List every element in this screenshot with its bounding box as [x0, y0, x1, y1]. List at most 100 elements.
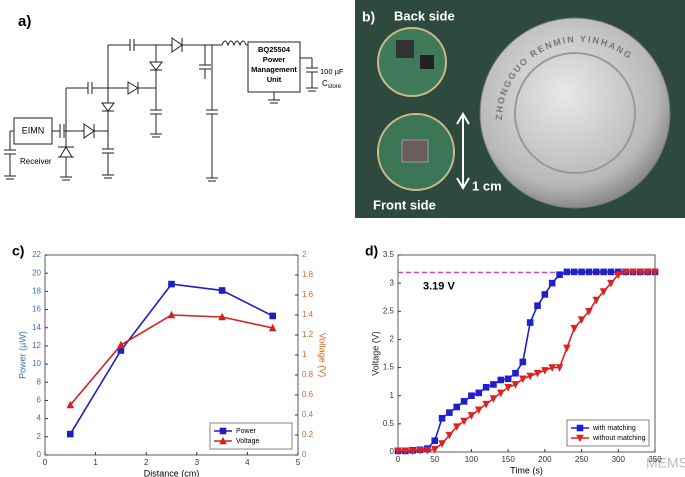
x-tick-label: 100 — [465, 455, 479, 464]
x-tick-label: 150 — [501, 455, 515, 464]
marker — [468, 392, 475, 400]
marker — [453, 403, 461, 411]
y2-tick-label: 2 — [302, 250, 307, 259]
marker — [482, 383, 490, 391]
x-tick-label: 3 — [195, 458, 200, 467]
y-tick-label: 2.5 — [383, 306, 395, 315]
marker — [219, 427, 227, 435]
marker — [408, 447, 417, 456]
marker — [576, 424, 584, 432]
y-axis-label: Power (µW) — [17, 331, 27, 379]
marker — [643, 268, 652, 277]
marker — [636, 268, 645, 277]
marker — [167, 310, 176, 319]
marker — [541, 367, 549, 375]
marker — [446, 409, 453, 416]
marker — [548, 364, 556, 372]
marker — [416, 447, 424, 455]
marker — [526, 372, 534, 381]
scale-label: 1 cm — [472, 178, 502, 193]
x-tick-label: 300 — [612, 455, 626, 464]
marker — [66, 400, 75, 409]
y-tick-label: 14 — [32, 323, 41, 332]
y-tick-label: 18 — [32, 286, 41, 295]
marker — [497, 376, 505, 384]
coin — [479, 17, 671, 209]
marker — [504, 383, 512, 392]
pmu-label: Unit — [267, 75, 282, 84]
marker — [489, 395, 498, 403]
y-tick-label: 1.5 — [383, 363, 395, 372]
marker — [512, 369, 519, 377]
marker — [519, 375, 527, 384]
marker — [600, 268, 607, 276]
marker — [218, 287, 226, 294]
x-tick-label: 2 — [144, 458, 149, 467]
marker — [607, 268, 615, 276]
y-tick-label: 3.5 — [383, 250, 395, 259]
marker — [576, 434, 584, 443]
legend-box — [566, 419, 650, 447]
marker — [394, 447, 402, 456]
receiver-symbol — [4, 130, 16, 180]
y-tick-label: 22 — [32, 250, 41, 259]
scale-arrow — [456, 112, 470, 190]
marker — [504, 375, 512, 383]
x-tick-label: 250 — [575, 455, 589, 464]
y2-tick-label: 1.8 — [302, 270, 314, 279]
chip — [396, 40, 414, 58]
front-label: Front side — [373, 197, 436, 212]
legend-box — [209, 422, 293, 450]
y-axis-label: Voltage (V) — [370, 331, 380, 376]
legend-label: Power — [236, 428, 257, 435]
marker — [497, 389, 505, 398]
marker — [585, 307, 593, 316]
y-tick-label: 10 — [32, 359, 41, 368]
marker — [117, 347, 125, 354]
marker — [534, 302, 541, 309]
marker — [592, 268, 600, 276]
y-tick-label: 2 — [390, 335, 395, 344]
marker — [556, 271, 563, 278]
marker — [629, 268, 637, 277]
marker — [268, 323, 277, 332]
x-tick-label: 5 — [296, 458, 301, 467]
marker — [511, 381, 520, 389]
back-label: Back side — [394, 8, 455, 23]
photo: ZHONGGUO RENMIN YINHANG b) Back side Fro… — [355, 0, 685, 218]
plot-area — [44, 254, 299, 456]
chip — [420, 55, 434, 69]
marker — [577, 316, 586, 325]
marker — [218, 312, 226, 321]
watermark: MEMS — [646, 455, 685, 471]
marker — [519, 358, 527, 366]
marker — [431, 437, 439, 445]
y-tick-label: 8 — [37, 377, 42, 386]
y2-tick-label: 1.6 — [302, 290, 314, 299]
marker — [168, 280, 175, 288]
chip — [401, 139, 429, 163]
board-back — [377, 27, 447, 97]
y-tick-label: 12 — [32, 341, 41, 350]
marker — [269, 312, 276, 320]
legend-label: without matching — [592, 435, 646, 442]
y-tick-label: 1 — [390, 391, 395, 400]
y-tick-label: 2 — [37, 432, 42, 441]
marker — [67, 430, 74, 438]
marker — [460, 398, 468, 405]
y2-tick-label: 0.6 — [302, 390, 314, 399]
marker — [563, 344, 571, 353]
marker — [555, 364, 564, 372]
y2-tick-label: 0.2 — [302, 430, 314, 439]
marker — [621, 268, 630, 277]
marker — [467, 412, 476, 420]
marker — [570, 268, 578, 276]
panel-label: a) — [18, 13, 31, 30]
y-tick-label: 20 — [32, 268, 41, 277]
circuit-wires — [52, 37, 318, 182]
y-tick-label: 6 — [37, 396, 42, 405]
x-tick-label: 1 — [93, 458, 98, 467]
panel-label: b) — [362, 9, 375, 25]
cap-letter: C — [322, 79, 328, 88]
